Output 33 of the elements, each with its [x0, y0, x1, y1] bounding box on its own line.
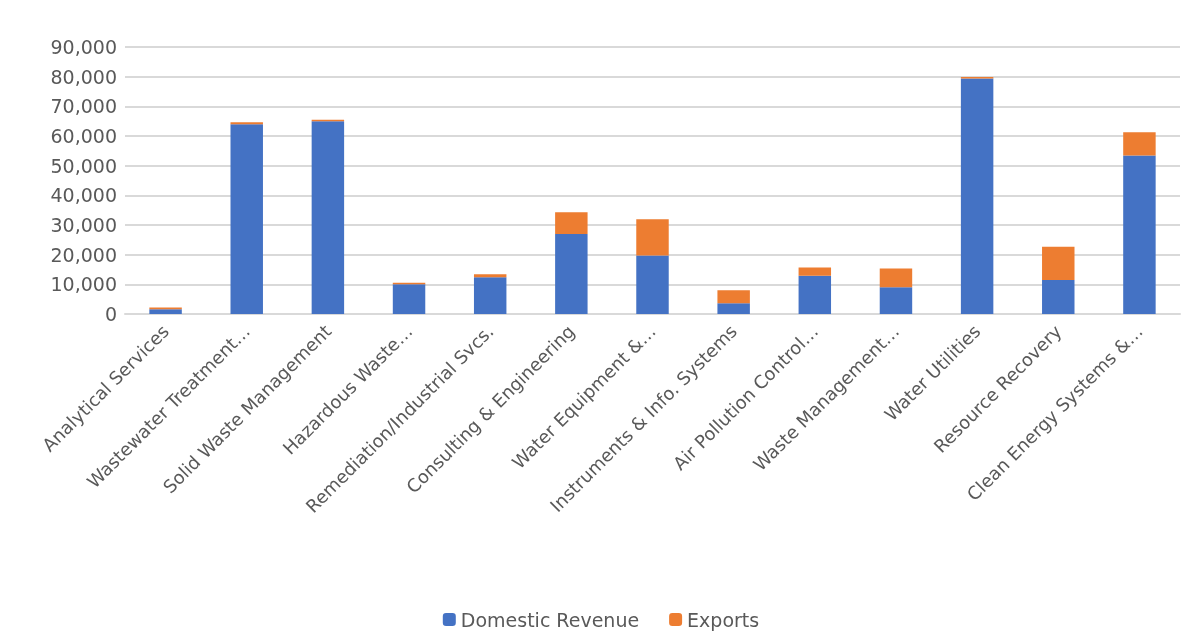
y-tick-label: 80,000 — [50, 65, 117, 88]
y-tick-label: 90,000 — [50, 36, 117, 58]
y-tick-label: 50,000 — [50, 154, 117, 177]
bar — [555, 212, 588, 234]
bar — [879, 268, 913, 288]
y-tick-label: 70,000 — [50, 95, 117, 118]
y-tick-label: 20,000 — [50, 243, 117, 266]
bar — [392, 284, 426, 314]
bar — [798, 275, 832, 314]
bar — [473, 274, 507, 278]
bar — [636, 255, 669, 314]
bar — [1123, 132, 1156, 156]
bar — [555, 233, 588, 314]
y-tick-label: 0 — [104, 303, 117, 325]
y-tick-label: 60,000 — [50, 125, 117, 147]
y-tick-label: 30,000 — [50, 214, 117, 236]
bar — [717, 303, 750, 314]
bar — [149, 309, 182, 314]
legend-label: Domestic Revenue — [460, 608, 640, 631]
bar — [717, 290, 750, 304]
bar — [230, 124, 263, 314]
y-tick-label: 10,000 — [50, 273, 117, 296]
bar — [311, 121, 345, 314]
bar — [798, 267, 832, 276]
bar — [879, 287, 913, 314]
bar — [636, 219, 669, 256]
bar — [473, 277, 507, 314]
bar — [1042, 279, 1075, 314]
legend-label: Exports — [687, 608, 760, 631]
bar — [1042, 246, 1075, 280]
bar — [960, 78, 994, 314]
bar — [1123, 155, 1156, 314]
y-tick-label: 40,000 — [50, 184, 117, 207]
